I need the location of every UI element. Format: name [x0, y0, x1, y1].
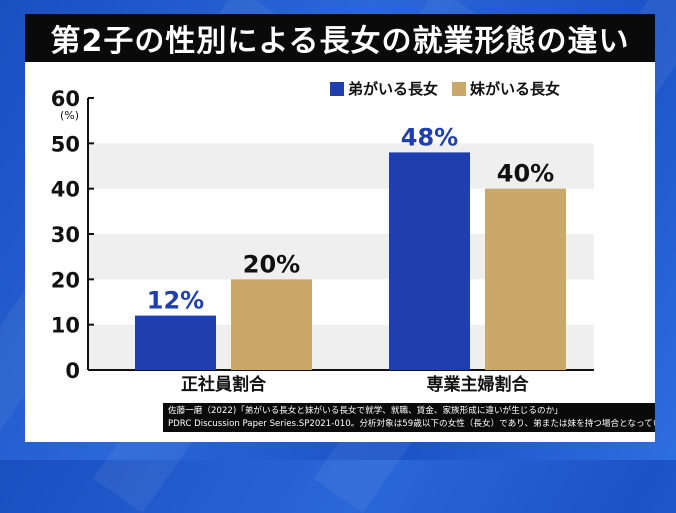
data-label: 12%	[147, 287, 204, 315]
y-tick-label: 20	[51, 268, 80, 292]
bar	[389, 152, 470, 370]
legend-swatch-sister	[452, 81, 467, 96]
data-label: 20%	[243, 250, 300, 278]
legend-label-brother: 弟がいる長女	[348, 80, 439, 98]
chart-title: 第2子の性別による長女の就業形態の違い	[25, 14, 655, 62]
legend-item-brother: 弟がいる長女	[330, 78, 438, 99]
bar	[135, 315, 216, 370]
bar-chart: 0 10 20 30 40 50 60(%) 12% 20% 正社員割合 48% 40% 専業主婦割合	[51, 87, 594, 395]
legend-swatch-brother	[330, 81, 344, 96]
y-unit-label: (%)	[60, 109, 79, 122]
y-tick-label: 0	[65, 359, 80, 383]
legend: 弟がいる長女 妹がいる長女	[330, 78, 560, 99]
bar	[485, 188, 566, 370]
y-tick-label: 10	[51, 314, 80, 338]
category-label: 専業主婦割合	[427, 374, 530, 395]
y-tick-label: 50	[51, 132, 80, 156]
legend-label-sister: 妹がいる長女	[470, 80, 561, 98]
data-label: 40%	[497, 160, 554, 188]
y-tick-label: 40	[51, 178, 80, 202]
bar	[231, 279, 312, 370]
source-line-1: 佐藤一磨（2022)「弟がいる長女と妹がいる長女で就学、就職、賃金、家族形成に違…	[168, 406, 563, 416]
y-tick-label: 30	[51, 223, 80, 247]
grid-band	[88, 98, 594, 144]
source-line-2: PDRC Discussion Paper Series.SP2021-010。…	[168, 419, 655, 429]
y-tick-label: 60	[51, 87, 80, 111]
category-label: 正社員割合	[181, 374, 267, 395]
source-note: 佐藤一磨（2022)「弟がいる長女と妹がいる長女で就学、就職、賃金、家族形成に違…	[163, 403, 655, 432]
grid-band	[88, 143, 594, 189]
legend-item-sister: 妹がいる長女	[452, 78, 560, 99]
data-label: 48%	[401, 123, 458, 151]
